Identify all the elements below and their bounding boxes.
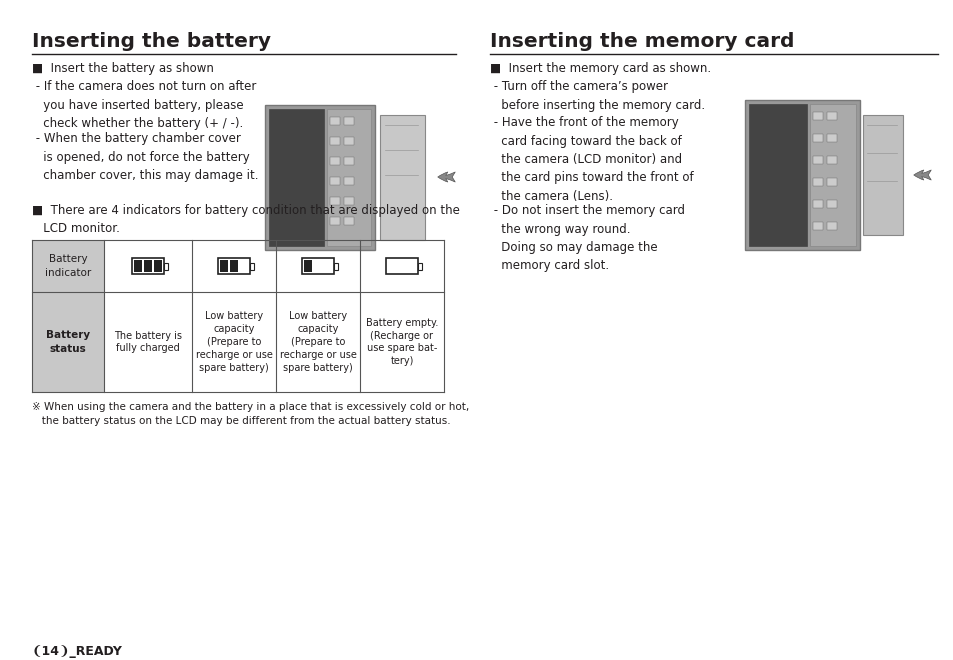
FancyBboxPatch shape [826,134,836,142]
Text: Low battery
capacity
(Prepare to
recharge or use
spare battery): Low battery capacity (Prepare to recharg… [279,312,356,373]
Text: Low battery
capacity
(Prepare to
recharge or use
spare battery): Low battery capacity (Prepare to recharg… [195,312,273,373]
FancyBboxPatch shape [327,109,371,246]
Text: ■  There are 4 indicators for battery condition that are displayed on the
   LCD: ■ There are 4 indicators for battery con… [32,204,459,235]
Text: ■  Insert the battery as shown: ■ Insert the battery as shown [32,62,213,75]
FancyBboxPatch shape [269,109,324,246]
FancyBboxPatch shape [144,260,152,272]
Text: The battery is
fully charged: The battery is fully charged [113,331,182,353]
FancyBboxPatch shape [408,260,416,272]
FancyBboxPatch shape [334,263,337,269]
Text: Inserting the battery: Inserting the battery [32,32,271,51]
FancyBboxPatch shape [812,200,822,208]
Text: ※ When using the camera and the battery in a place that is excessively cold or h: ※ When using the camera and the battery … [32,402,469,412]
FancyBboxPatch shape [330,197,339,205]
Text: the battery status on the LCD may be different from the actual battery status.: the battery status on the LCD may be dif… [32,416,450,426]
Text: Battery
indicator: Battery indicator [45,254,91,278]
FancyBboxPatch shape [826,178,836,186]
FancyBboxPatch shape [220,260,228,272]
FancyBboxPatch shape [330,137,339,145]
FancyBboxPatch shape [240,260,248,272]
FancyBboxPatch shape [344,197,354,205]
FancyBboxPatch shape [812,112,822,120]
FancyBboxPatch shape [344,217,354,225]
FancyBboxPatch shape [344,157,354,165]
FancyBboxPatch shape [314,260,322,272]
FancyBboxPatch shape [344,137,354,145]
FancyBboxPatch shape [826,156,836,164]
FancyBboxPatch shape [344,177,354,185]
FancyBboxPatch shape [826,112,836,120]
FancyBboxPatch shape [132,258,164,274]
FancyBboxPatch shape [809,104,855,246]
Text: Battery empty.
(Recharge or
use spare bat-
tery): Battery empty. (Recharge or use spare ba… [365,318,437,366]
FancyBboxPatch shape [826,200,836,208]
FancyBboxPatch shape [397,260,406,272]
FancyBboxPatch shape [153,260,162,272]
FancyBboxPatch shape [330,217,339,225]
FancyBboxPatch shape [265,105,375,250]
FancyBboxPatch shape [304,260,312,272]
FancyBboxPatch shape [330,177,339,185]
FancyBboxPatch shape [826,222,836,230]
FancyBboxPatch shape [812,178,822,186]
Text: Inserting the memory card: Inserting the memory card [490,32,794,51]
FancyBboxPatch shape [744,100,859,250]
Text: - Have the front of the memory
   card facing toward the back of
   the camera (: - Have the front of the memory card faci… [490,116,693,203]
FancyBboxPatch shape [417,263,421,269]
Text: Battery
status: Battery status [46,331,90,354]
Text: ■  Insert the memory card as shown.: ■ Insert the memory card as shown. [490,62,710,75]
FancyBboxPatch shape [230,260,237,272]
FancyBboxPatch shape [388,260,395,272]
Text: - When the battery chamber cover
   is opened, do not force the battery
   chamb: - When the battery chamber cover is open… [32,132,258,182]
Text: - If the camera does not turn on after
   you have inserted battery, please
   c: - If the camera does not turn on after y… [32,80,256,130]
FancyBboxPatch shape [748,104,806,246]
Text: - Turn off the camera’s power
   before inserting the memory card.: - Turn off the camera’s power before ins… [490,80,704,112]
FancyBboxPatch shape [218,258,250,274]
FancyBboxPatch shape [862,115,902,235]
Text: ❨14❩_READY: ❨14❩_READY [32,645,123,658]
FancyBboxPatch shape [812,156,822,164]
FancyBboxPatch shape [250,263,253,269]
Text: - Do not insert the memory card
   the wrong way round.
   Doing so may damage t: - Do not insert the memory card the wron… [490,204,684,273]
FancyBboxPatch shape [812,222,822,230]
FancyBboxPatch shape [330,117,339,125]
FancyBboxPatch shape [386,258,417,274]
FancyBboxPatch shape [302,258,334,274]
FancyBboxPatch shape [379,115,424,240]
FancyBboxPatch shape [32,240,104,392]
FancyBboxPatch shape [812,134,822,142]
FancyBboxPatch shape [164,263,168,269]
FancyBboxPatch shape [324,260,332,272]
FancyBboxPatch shape [344,117,354,125]
FancyBboxPatch shape [133,260,142,272]
FancyBboxPatch shape [330,157,339,165]
